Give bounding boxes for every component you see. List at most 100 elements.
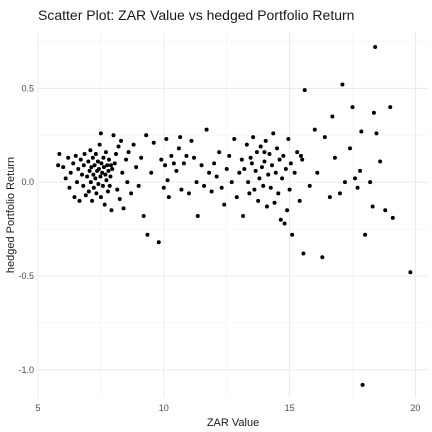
data-point <box>88 148 93 153</box>
data-point <box>161 185 166 190</box>
data-point <box>100 170 105 175</box>
grid-lines <box>37 32 428 398</box>
data-point <box>217 150 222 155</box>
data-point <box>81 163 86 168</box>
data-point <box>330 114 335 119</box>
data-point <box>267 152 272 156</box>
data-point <box>320 255 325 260</box>
data-point <box>227 153 232 158</box>
data-point <box>73 153 78 158</box>
data-point <box>87 168 92 173</box>
data-point <box>99 161 104 166</box>
data-point <box>92 163 97 168</box>
data-point <box>266 172 271 177</box>
data-point <box>181 161 186 166</box>
data-point <box>234 195 239 200</box>
data-point <box>57 152 62 156</box>
data-point <box>219 185 224 190</box>
data-point <box>281 153 286 158</box>
data-point <box>66 155 71 160</box>
data-point <box>244 142 249 147</box>
data-point <box>256 198 261 203</box>
data-point <box>106 168 111 173</box>
data-point <box>209 189 214 194</box>
data-point <box>117 197 122 202</box>
data-point <box>101 155 106 160</box>
data-point <box>81 183 86 188</box>
data-point <box>315 170 320 175</box>
data-point <box>258 144 263 149</box>
data-point <box>270 163 274 168</box>
data-point <box>408 270 413 275</box>
data-point <box>103 150 108 155</box>
data-point <box>144 133 149 138</box>
data-point <box>63 176 68 181</box>
x-axis-title: ZAR Value <box>207 417 259 429</box>
data-point <box>104 178 109 183</box>
data-point <box>290 232 295 237</box>
data-point <box>262 150 267 155</box>
data-point <box>94 191 99 196</box>
data-point <box>93 152 98 156</box>
data-point <box>110 167 115 172</box>
data-point <box>373 45 378 50</box>
data-point <box>98 131 103 136</box>
data-point <box>192 155 196 160</box>
data-point <box>253 168 258 173</box>
data-point <box>322 135 327 140</box>
data-point <box>126 150 131 155</box>
data-point <box>390 215 395 220</box>
data-point <box>371 110 376 115</box>
data-point <box>103 172 108 177</box>
data-point <box>119 138 124 143</box>
data-point <box>275 146 280 151</box>
data-point <box>71 161 76 166</box>
data-point <box>115 187 120 192</box>
data-point <box>98 174 103 179</box>
data-point <box>212 161 217 166</box>
data-point <box>307 183 312 188</box>
data-point <box>166 195 171 200</box>
data-point <box>248 155 253 160</box>
data-point <box>300 157 305 162</box>
data-point <box>332 155 337 160</box>
data-point <box>189 138 194 143</box>
data-point <box>68 170 73 175</box>
data-point <box>249 161 254 166</box>
data-point <box>280 176 285 181</box>
data-point <box>388 105 393 110</box>
data-point <box>263 138 268 143</box>
data-point <box>348 146 352 151</box>
data-point <box>156 240 161 245</box>
data-point <box>101 165 106 170</box>
y-tick-label: -0.5 <box>18 271 34 281</box>
data-point <box>111 133 116 138</box>
data-point <box>106 157 111 162</box>
y-axis-title: hedged Portfolio Return <box>5 157 17 273</box>
data-point <box>287 187 292 192</box>
data-point <box>312 127 317 132</box>
data-point <box>252 187 257 192</box>
data-point <box>214 174 219 179</box>
data-point <box>202 183 207 188</box>
data-point <box>355 185 360 190</box>
data-point <box>107 183 112 188</box>
data-point <box>272 200 277 205</box>
data-point <box>72 195 77 200</box>
data-point <box>194 180 199 185</box>
data-point <box>277 157 282 162</box>
data-point <box>163 163 168 168</box>
data-point <box>370 204 375 209</box>
data-point <box>169 153 174 158</box>
data-point <box>124 157 129 162</box>
data-point <box>383 208 388 213</box>
data-point <box>359 129 364 134</box>
data-point <box>342 180 347 185</box>
data-point <box>297 198 302 203</box>
data-point <box>327 195 332 200</box>
data-point <box>358 168 363 173</box>
data-point <box>286 136 291 141</box>
data-point <box>340 82 345 87</box>
data-point <box>159 157 164 162</box>
data-point <box>82 152 87 156</box>
